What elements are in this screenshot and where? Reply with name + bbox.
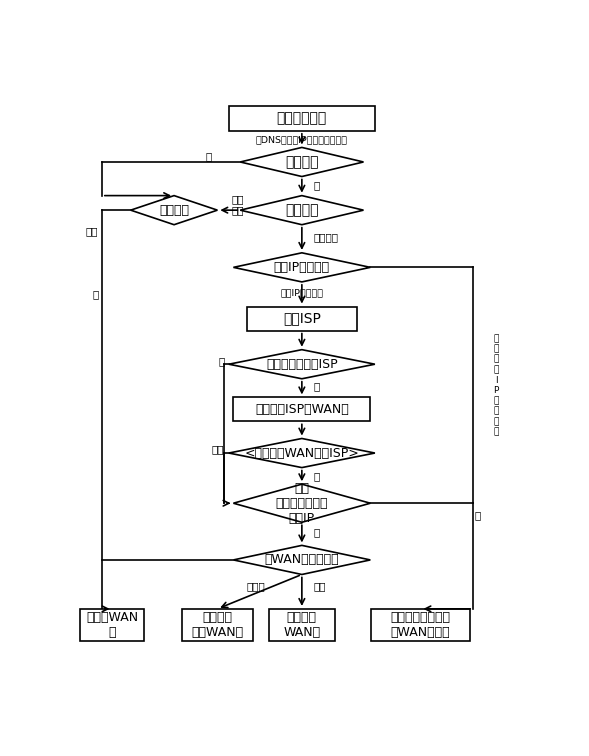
- Text: 根据选路缓存对应
的WAN口选择: 根据选路缓存对应 的WAN口选择: [391, 611, 451, 639]
- Text: 确定ISP: 确定ISP: [283, 311, 321, 326]
- Text: 判断IP地址归属: 判断IP地址归属: [274, 261, 330, 274]
- Polygon shape: [240, 196, 363, 225]
- Text: 无: 无: [313, 180, 319, 190]
- Text: 不均衡: 不均衡: [247, 581, 266, 591]
- Polygon shape: [233, 484, 370, 522]
- Text: 内网用户设备: 内网用户设备: [277, 111, 327, 125]
- Polygon shape: [233, 253, 370, 282]
- FancyBboxPatch shape: [182, 609, 253, 642]
- Text: 选择该WAN
口: 选择该WAN 口: [87, 611, 138, 639]
- Text: 多个: 多个: [212, 445, 224, 454]
- Text: 缺省策略: 缺省策略: [285, 203, 319, 217]
- Text: 查询
选路缓存中是否
有该IP: 查询 选路缓存中是否 有该IP: [276, 482, 328, 525]
- Text: 否: 否: [92, 289, 98, 299]
- Text: 选择负载
小的WAN口: 选择负载 小的WAN口: [191, 611, 243, 639]
- Text: 向DNS返回的IP地址发送数据包: 向DNS返回的IP地址发送数据包: [256, 135, 348, 144]
- FancyBboxPatch shape: [229, 106, 375, 131]
- FancyBboxPatch shape: [81, 609, 144, 642]
- Text: 确定IP地址归属: 确定IP地址归属: [280, 288, 323, 297]
- Text: 单个: 单个: [86, 226, 98, 236]
- Text: 均衡: 均衡: [313, 581, 326, 591]
- Text: <是否多个WAN口同ISP>: <是否多个WAN口同ISP>: [244, 447, 359, 460]
- Text: 有: 有: [313, 381, 319, 391]
- Text: 有: 有: [205, 151, 211, 162]
- Polygon shape: [229, 438, 375, 468]
- Text: 出口数量: 出口数量: [159, 203, 189, 217]
- Text: 指定
优先: 指定 优先: [231, 194, 244, 215]
- Polygon shape: [131, 196, 217, 225]
- Text: 有: 有: [474, 510, 481, 520]
- FancyBboxPatch shape: [269, 609, 335, 642]
- Text: 判断是否接入该ISP: 判断是否接入该ISP: [266, 358, 337, 370]
- FancyBboxPatch shape: [247, 306, 357, 330]
- Polygon shape: [240, 147, 363, 177]
- Polygon shape: [229, 350, 375, 379]
- FancyBboxPatch shape: [372, 609, 469, 642]
- Text: 手动策略: 手动策略: [285, 155, 319, 169]
- Text: 无: 无: [218, 356, 224, 366]
- Text: 负载优先: 负载优先: [313, 232, 338, 242]
- Text: 随机选择
WAN口: 随机选择 WAN口: [283, 611, 320, 639]
- Text: 无: 无: [313, 528, 319, 538]
- Polygon shape: [233, 545, 370, 575]
- Text: 多WAN口负载规则: 多WAN口负载规则: [264, 553, 339, 566]
- Text: 无
法
确
定
I
P
地
址
归
属: 无 法 确 定 I P 地 址 归 属: [494, 334, 499, 437]
- FancyBboxPatch shape: [233, 398, 370, 421]
- Text: 选择对应ISP的WAN口: 选择对应ISP的WAN口: [255, 403, 349, 416]
- Text: 是: 是: [313, 471, 319, 481]
